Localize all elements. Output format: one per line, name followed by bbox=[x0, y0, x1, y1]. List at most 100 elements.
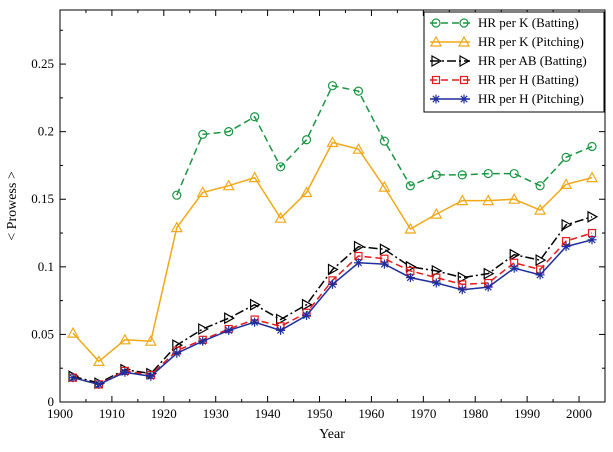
data-point bbox=[250, 317, 260, 327]
y-tick-label: 0.05 bbox=[31, 326, 54, 341]
y-tick-label: 0.25 bbox=[31, 56, 54, 71]
data-point bbox=[326, 136, 339, 148]
data-point-stroke bbox=[510, 264, 518, 272]
data-point bbox=[250, 112, 260, 122]
data-point-stroke bbox=[225, 326, 233, 334]
y-axis-title: < Prowess > bbox=[5, 171, 20, 241]
data-point bbox=[561, 242, 571, 252]
legend-marker bbox=[429, 35, 443, 47]
data-point bbox=[301, 135, 312, 145]
y-tick-label: 0.2 bbox=[38, 124, 54, 139]
legend-marker bbox=[431, 18, 441, 28]
data-point bbox=[118, 333, 131, 345]
data-point bbox=[561, 152, 571, 162]
data-point bbox=[198, 336, 208, 346]
data-point bbox=[483, 282, 493, 292]
legend-label: HR per K (Batting) bbox=[478, 15, 579, 30]
data-point bbox=[534, 203, 547, 215]
legend-label: HR per AB (Batting) bbox=[478, 53, 587, 68]
x-tick-label: 1900 bbox=[47, 406, 73, 421]
data-point bbox=[535, 254, 547, 267]
data-point bbox=[378, 180, 391, 192]
data-point bbox=[276, 325, 286, 335]
data-point bbox=[561, 218, 573, 231]
data-point bbox=[224, 312, 235, 325]
x-tick-label: 1950 bbox=[307, 406, 333, 421]
data-point bbox=[146, 371, 156, 381]
y-tick-label: 0.1 bbox=[38, 259, 54, 274]
data-point bbox=[120, 367, 130, 377]
data-point bbox=[144, 334, 157, 346]
data-point bbox=[222, 179, 235, 191]
data-point bbox=[483, 267, 495, 280]
data-point bbox=[456, 194, 469, 206]
data-point bbox=[327, 263, 339, 276]
series-line bbox=[72, 232, 593, 386]
x-tick-label: 1990 bbox=[514, 406, 540, 421]
data-point bbox=[457, 285, 467, 295]
data-point bbox=[587, 210, 599, 223]
data-point bbox=[196, 186, 209, 198]
legend-marker bbox=[459, 18, 469, 28]
data-point bbox=[587, 141, 597, 152]
x-axis-title: Year bbox=[319, 427, 345, 442]
legend-marker bbox=[459, 75, 469, 85]
series-line bbox=[72, 239, 593, 386]
data-point bbox=[508, 192, 521, 204]
data-point bbox=[92, 355, 105, 366]
series-1 bbox=[66, 136, 599, 366]
data-point bbox=[250, 298, 261, 311]
series-2 bbox=[68, 210, 599, 390]
data-point bbox=[379, 136, 390, 146]
data-point bbox=[170, 221, 183, 233]
data-point bbox=[198, 129, 208, 139]
data-point-stroke bbox=[199, 337, 207, 345]
x-tick-label: 2000 bbox=[566, 406, 592, 421]
data-point bbox=[431, 264, 443, 277]
legend-marker bbox=[459, 94, 469, 104]
series-layer bbox=[66, 81, 599, 390]
data-point bbox=[275, 162, 286, 172]
data-point-stroke bbox=[406, 274, 414, 282]
data-point bbox=[352, 142, 365, 154]
data-point-stroke bbox=[121, 368, 129, 376]
data-point bbox=[274, 211, 287, 223]
data-point bbox=[457, 271, 469, 284]
data-point bbox=[224, 325, 234, 335]
series-0 bbox=[172, 81, 597, 200]
y-tick-label: 0 bbox=[48, 394, 55, 409]
y-tick-label: 0.15 bbox=[31, 191, 54, 206]
data-point bbox=[509, 168, 519, 179]
data-point bbox=[430, 207, 443, 219]
data-point bbox=[457, 170, 467, 180]
data-point bbox=[327, 81, 338, 91]
data-point bbox=[94, 379, 104, 389]
data-point bbox=[276, 313, 287, 326]
x-axis: 1900 1910 1920 1930 1940 1950 1960 1970 1980 1990… bbox=[47, 10, 592, 421]
data-point bbox=[172, 190, 182, 200]
series-line bbox=[176, 84, 593, 196]
data-point-stroke bbox=[458, 286, 466, 294]
data-point bbox=[560, 178, 573, 189]
data-point bbox=[482, 194, 495, 206]
legend-marker bbox=[431, 75, 441, 85]
legend-box bbox=[423, 11, 605, 113]
legend-label: HR per H (Batting) bbox=[478, 72, 579, 87]
data-point bbox=[301, 298, 313, 311]
data-point bbox=[405, 181, 415, 191]
data-point bbox=[198, 322, 209, 336]
x-tick-label: 1960 bbox=[358, 406, 384, 421]
data-point-stroke bbox=[562, 242, 570, 251]
legend-marker-stroke bbox=[432, 95, 440, 103]
x-tick-label: 1980 bbox=[462, 406, 488, 421]
series-line bbox=[72, 216, 593, 384]
x-tick-label: 1970 bbox=[410, 406, 436, 421]
data-point bbox=[302, 311, 311, 320]
data-point-stroke bbox=[147, 372, 155, 380]
legend-label: HR per K (Pitching) bbox=[478, 34, 584, 49]
data-point bbox=[431, 278, 441, 288]
data-point bbox=[354, 258, 363, 268]
series-4 bbox=[68, 235, 597, 389]
x-tick-label: 1910 bbox=[99, 406, 125, 421]
data-point-stroke bbox=[432, 279, 440, 287]
